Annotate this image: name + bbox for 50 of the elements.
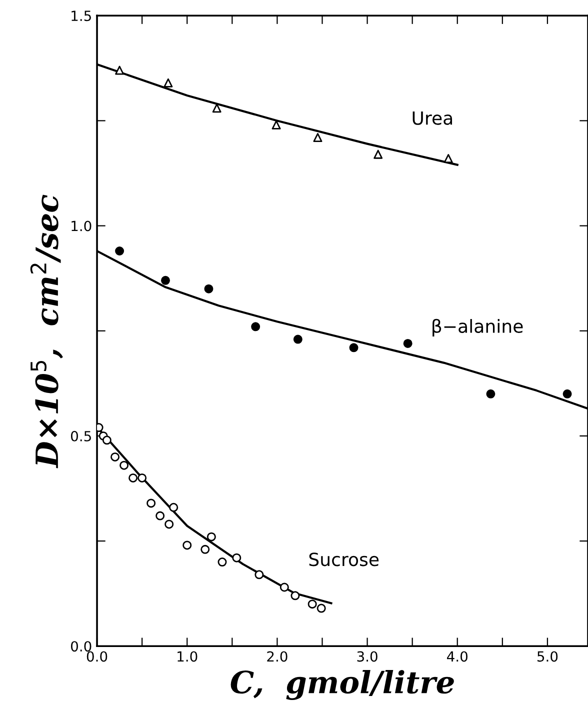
point: [232, 553, 242, 562]
x-tick-label: 1.0: [178, 651, 198, 662]
point: [160, 276, 170, 285]
point: [169, 502, 178, 512]
point: [115, 246, 124, 256]
point: [444, 154, 453, 164]
point: [115, 66, 124, 75]
point: [293, 334, 302, 344]
point: [120, 460, 129, 470]
y-tick-label: 0.5: [70, 430, 91, 442]
point: [102, 436, 112, 445]
point: [164, 520, 174, 529]
point: [316, 604, 326, 613]
point: [204, 284, 214, 294]
series-label: β−alanine: [432, 318, 523, 336]
point: [374, 150, 383, 159]
point: [272, 120, 281, 130]
point: [218, 558, 227, 567]
point: [138, 473, 147, 482]
y-tick-label: 1.5: [72, 10, 91, 22]
point: [562, 389, 572, 398]
y-tick-label: 1.0: [72, 220, 92, 232]
point: [146, 498, 156, 508]
x-tick-label: 5.0: [537, 651, 558, 662]
point: [313, 133, 322, 142]
point: [128, 473, 138, 482]
point: [206, 532, 216, 542]
point: [164, 78, 173, 88]
point: [403, 338, 412, 348]
x-axis-title: C, gmol/litre: [230, 670, 454, 700]
point: [212, 104, 222, 113]
x-tick-label: 2.0: [267, 651, 288, 662]
x-tick-label: 0.0: [86, 651, 108, 662]
x-tick-label: 3.0: [357, 651, 378, 662]
x-tick-label: 4.0: [447, 651, 468, 662]
y-tick-label: 0.0: [70, 641, 92, 652]
point: [280, 582, 289, 592]
point: [486, 389, 496, 398]
point: [110, 452, 120, 462]
point: [156, 511, 165, 520]
point: [200, 544, 210, 554]
y-axis-title: D×10$^{5}$, cm$^{2}$/sec: [30, 194, 63, 468]
point: [254, 570, 264, 580]
series-label: Urea: [412, 111, 452, 125]
series-label: Sucrose: [309, 552, 379, 566]
point: [182, 540, 192, 550]
point: [308, 600, 317, 609]
point: [251, 322, 260, 332]
point: [349, 343, 358, 352]
point: [290, 591, 300, 600]
